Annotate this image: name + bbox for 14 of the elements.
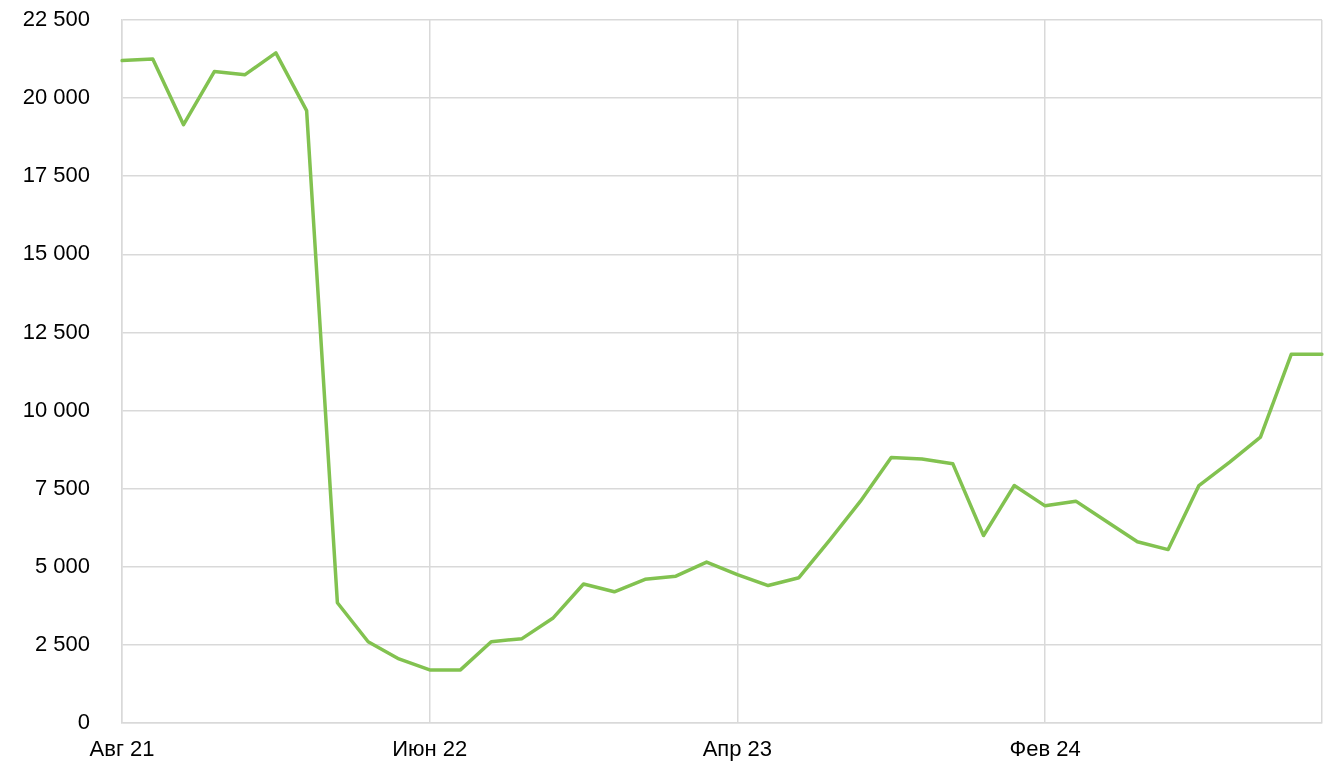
y-tick-label: 5 000 [34, 552, 90, 578]
x-tick-label: Фев 24 [1009, 736, 1081, 762]
y-tick-label: 7 500 [34, 474, 90, 500]
x-tick-label: Авг 21 [89, 736, 155, 762]
y-tick-label: 22 500 [22, 6, 90, 32]
y-tick-label: 12 500 [22, 318, 90, 344]
y-tick-label: 17 500 [22, 162, 90, 188]
x-tick-label: Апр 23 [702, 736, 773, 762]
y-tick-label: 10 000 [22, 396, 90, 422]
y-tick-label: 2 500 [34, 630, 90, 656]
y-tick-label: 20 000 [22, 84, 90, 110]
x-tick-label: Июн 22 [392, 736, 468, 762]
y-tick-label: 0 [77, 709, 90, 735]
y-tick-label: 15 000 [22, 240, 90, 266]
